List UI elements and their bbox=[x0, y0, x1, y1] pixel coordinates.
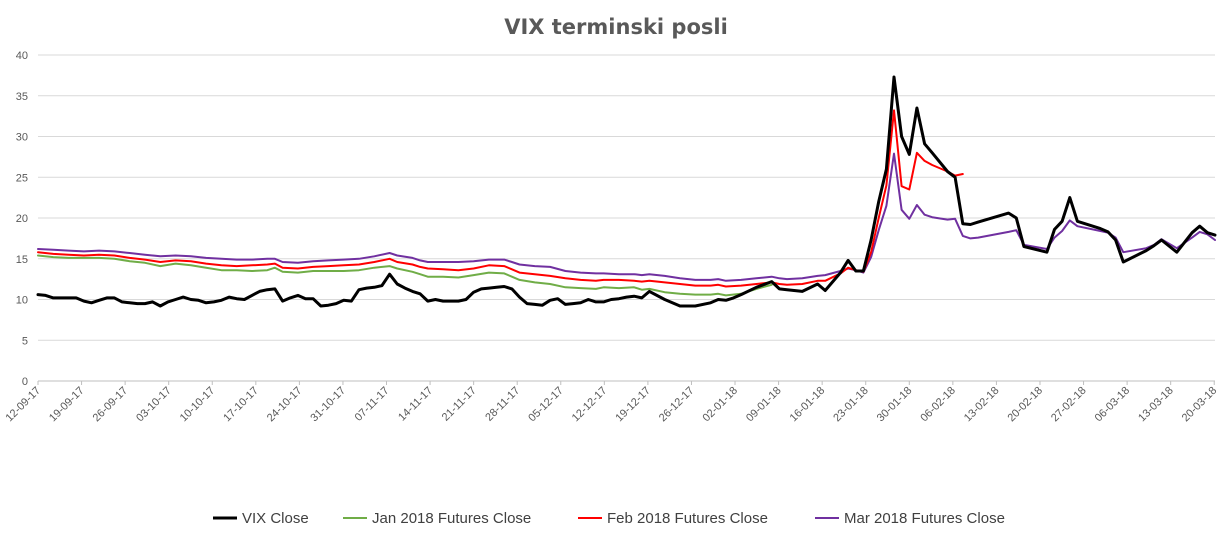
x-tick-label: 23-01-18 bbox=[831, 385, 871, 425]
x-tick-label: 19-12-17 bbox=[613, 385, 653, 425]
legend-item: Jan 2018 Futures Close bbox=[343, 510, 531, 527]
x-tick-label: 03-10-17 bbox=[134, 385, 174, 425]
x-tick-label: 27-02-18 bbox=[1049, 385, 1089, 425]
y-tick-label: 0 bbox=[22, 376, 28, 388]
x-axis-ticks: 12-09-17 19-09-17 26-09-17 03-10-17 10-10-17… bbox=[3, 381, 1219, 424]
x-tick-label: 30-01-18 bbox=[875, 385, 915, 425]
series-line-1 bbox=[36, 75, 1217, 308]
legend-item: Feb 2018 Futures Close bbox=[578, 510, 768, 527]
chart-title: VIX terminski posli bbox=[504, 15, 728, 39]
y-tick-label: 25 bbox=[16, 172, 28, 184]
x-tick-label: 06-02-18 bbox=[918, 385, 958, 425]
gridlines bbox=[38, 54, 1215, 382]
x-tick-label: 21-11-17 bbox=[440, 385, 479, 424]
x-tick-label: 13-02-18 bbox=[962, 385, 1002, 425]
x-tick-label: 14-11-17 bbox=[396, 385, 435, 424]
x-tick-label: 24-10-17 bbox=[265, 385, 305, 425]
legend-item: VIX Close bbox=[213, 510, 309, 527]
legend-label: VIX Close bbox=[242, 510, 309, 527]
x-tick-label: 06-03-18 bbox=[1093, 385, 1133, 425]
x-tick-label: 17-10-17 bbox=[221, 385, 261, 425]
y-tick-label: 10 bbox=[16, 295, 28, 307]
series-line-4 bbox=[37, 152, 1216, 282]
x-tick-label: 12-12-17 bbox=[570, 385, 610, 425]
y-tick-label: 15 bbox=[16, 254, 28, 266]
x-tick-label: 09-01-18 bbox=[744, 385, 784, 425]
legend-label: Jan 2018 Futures Close bbox=[372, 510, 531, 527]
x-tick-label: 12-09-17 bbox=[3, 385, 43, 425]
y-tick-label: 20 bbox=[16, 213, 28, 225]
plot-area bbox=[36, 75, 1217, 308]
x-tick-label: 13-03-18 bbox=[1136, 385, 1176, 425]
legend-label: Feb 2018 Futures Close bbox=[607, 510, 768, 527]
legend-label: Mar 2018 Futures Close bbox=[844, 510, 1005, 527]
x-tick-label: 16-01-18 bbox=[788, 385, 828, 425]
y-axis-ticks: 0 5 10 15 20 25 30 35 40 bbox=[16, 50, 28, 388]
y-tick-label: 30 bbox=[16, 132, 28, 144]
x-tick-label: 02-01-18 bbox=[701, 385, 741, 425]
legend-item: Mar 2018 Futures Close bbox=[815, 510, 1005, 527]
y-tick-label: 5 bbox=[22, 335, 28, 347]
x-tick-label: 20-02-18 bbox=[1005, 385, 1045, 425]
series-line-2 bbox=[37, 254, 773, 297]
x-tick-label: 28-11-17 bbox=[483, 385, 522, 424]
x-tick-label: 26-12-17 bbox=[657, 385, 697, 425]
x-tick-label: 07-11-17 bbox=[353, 385, 392, 424]
legend: VIX Close Jan 2018 Futures Close Feb 2018 … bbox=[213, 510, 1005, 527]
x-tick-label: 31-10-17 bbox=[308, 385, 348, 425]
x-tick-label: 10-10-17 bbox=[178, 385, 218, 425]
x-tick-label: 26-09-17 bbox=[91, 385, 131, 425]
x-tick-label: 05-12-17 bbox=[526, 385, 566, 425]
y-tick-label: 35 bbox=[16, 91, 28, 103]
x-tick-label: 19-09-17 bbox=[47, 385, 87, 425]
y-tick-label: 40 bbox=[16, 50, 28, 62]
x-tick-label: 20-03-18 bbox=[1180, 385, 1220, 425]
